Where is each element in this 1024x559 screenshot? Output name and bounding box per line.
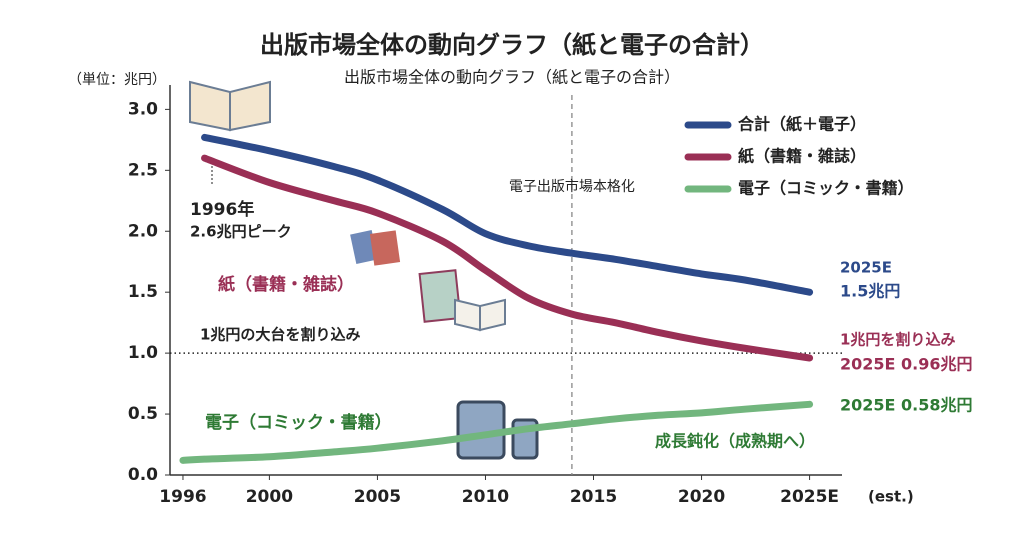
x-tick-label: 1996 — [159, 487, 206, 507]
annotation: 2025E 0.58兆円 — [840, 396, 973, 415]
annotation: 2025E — [840, 259, 892, 277]
annotation: 紙（書籍・雑誌） — [218, 274, 354, 295]
annotation: 1兆円を割り込み — [840, 331, 955, 349]
annotation: 成長鈍化（成熟期へ） — [655, 432, 815, 451]
y-tick-label: 0.0 — [128, 465, 158, 485]
legend-label: 合計（紙＋電子） — [738, 115, 866, 134]
y-tick-label: 1.5 — [128, 282, 158, 302]
y-tick-label: 1.0 — [128, 343, 158, 363]
x-tick-label: 2005 — [354, 487, 401, 507]
book-icon — [189, 80, 271, 132]
chart-title: 出版市場全体の動向グラフ（紙と電子の合計） — [260, 31, 764, 59]
reference-label: 1兆円の大台を割り込み — [200, 326, 360, 344]
legend-label: 紙（書籍・雑誌） — [738, 147, 866, 166]
x-tick-label: 2000 — [246, 487, 293, 507]
x-tick-label: 2010 — [462, 487, 509, 507]
y-tick-label: 0.5 — [128, 404, 158, 424]
series-line — [179, 400, 814, 464]
reference-label: 電子出版市場本格化 — [509, 178, 635, 195]
annotation: 2025E 0.96兆円 — [840, 355, 973, 374]
books-icon — [350, 230, 401, 266]
x-tick-label: 2015 — [570, 487, 617, 507]
chart-subtitle: 出版市場全体の動向グラフ（紙と電子の合計） — [344, 68, 680, 87]
x-tick-label: 2025E — [780, 487, 839, 507]
annotation: 電子（コミック・書籍） — [205, 412, 392, 433]
series-line — [201, 154, 814, 362]
x-axis-label: (est.) — [868, 488, 914, 506]
y-tick-label: 2.0 — [128, 221, 158, 241]
legend-label: 電子（コミック・書籍） — [738, 179, 914, 198]
series-line — [201, 133, 814, 296]
annotation: 1996年 — [190, 199, 254, 220]
y-tick-label: 3.0 — [128, 99, 158, 119]
x-tick-label: 2020 — [678, 487, 725, 507]
annotation: 2.6兆円ピーク — [190, 223, 292, 241]
annotation: 1.5兆円 — [840, 282, 900, 301]
magazine-icon — [418, 269, 506, 332]
y-axis-label: （単位：兆円） — [68, 72, 166, 88]
y-tick-label: 2.5 — [128, 160, 158, 180]
